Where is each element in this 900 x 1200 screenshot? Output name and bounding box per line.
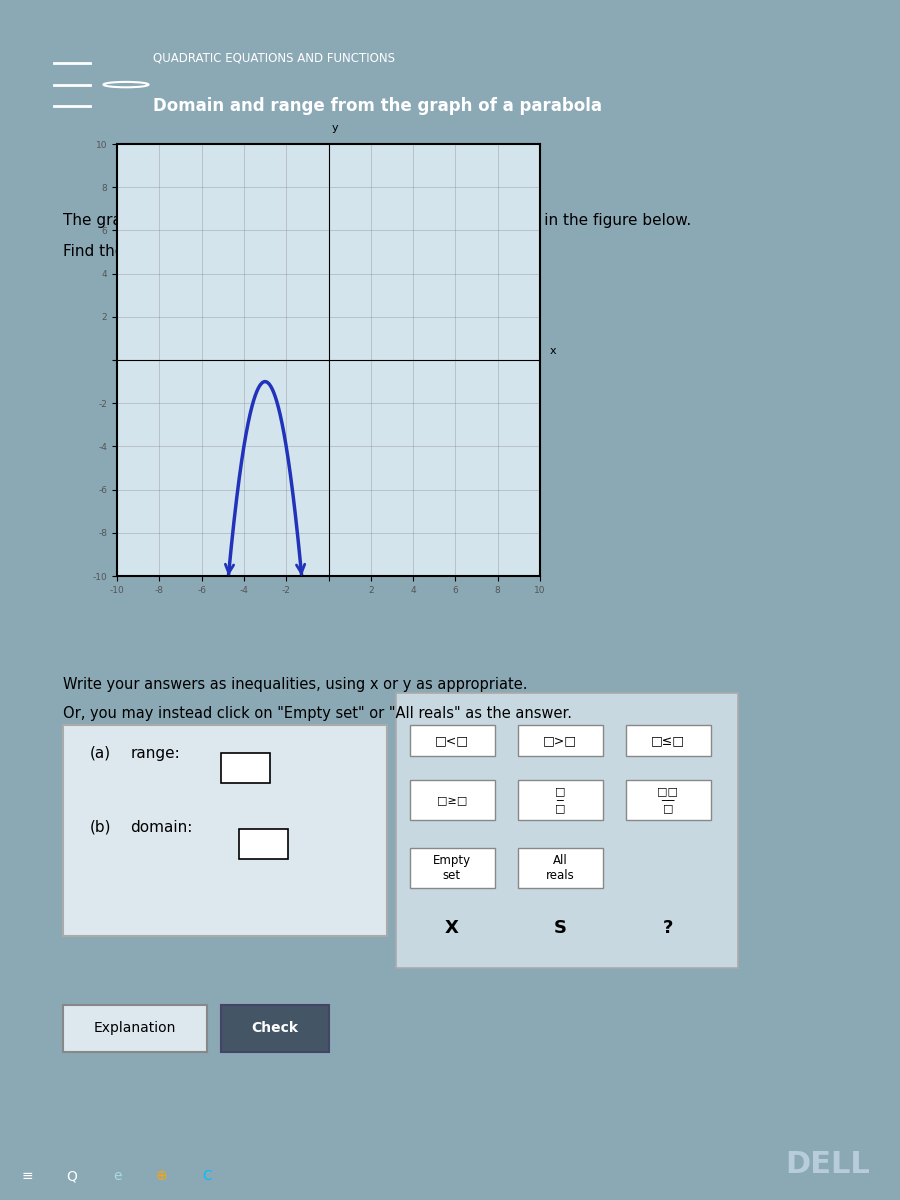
Text: C: C — [202, 1169, 211, 1183]
Text: □□
──
□: □□ ── □ — [657, 786, 679, 814]
Text: X: X — [445, 918, 459, 936]
Text: Q: Q — [67, 1169, 77, 1183]
Text: ?: ? — [662, 918, 673, 936]
Text: □≥□: □≥□ — [436, 794, 467, 805]
Text: ⊕: ⊕ — [157, 1169, 167, 1183]
Bar — [63, 725, 387, 936]
Text: □>□: □>□ — [543, 734, 577, 748]
Text: Write your answers as inequalities, using x or y as appropriate.: Write your answers as inequalities, usin… — [63, 677, 527, 692]
Text: DELL: DELL — [786, 1150, 870, 1178]
Bar — [410, 780, 495, 820]
Text: ≡: ≡ — [22, 1169, 32, 1183]
Text: Empty
set: Empty set — [433, 854, 471, 882]
Text: range:: range: — [130, 746, 180, 761]
Bar — [626, 780, 711, 820]
Text: □
─
□: □ ─ □ — [554, 786, 565, 814]
Bar — [410, 848, 495, 888]
Text: x: x — [549, 346, 556, 355]
Bar — [238, 829, 288, 859]
Text: (a): (a) — [90, 746, 111, 761]
Text: domain:: domain: — [130, 820, 193, 835]
Bar — [220, 754, 270, 782]
Bar — [518, 848, 603, 888]
Text: Domain and range from the graph of a parabola: Domain and range from the graph of a par… — [153, 97, 602, 115]
Bar — [63, 1004, 207, 1052]
Bar — [626, 725, 711, 756]
Text: Explanation: Explanation — [94, 1021, 176, 1034]
Text: All
reals: All reals — [545, 854, 574, 882]
Bar — [518, 780, 603, 820]
Text: Find the range and the domain.: Find the range and the domain. — [63, 245, 304, 259]
Text: S: S — [554, 918, 566, 936]
Bar — [410, 725, 495, 756]
Bar — [396, 694, 738, 967]
Text: e: e — [112, 1169, 122, 1183]
Bar — [518, 725, 603, 756]
Text: □<□: □<□ — [435, 734, 469, 748]
Text: QUADRATIC EQUATIONS AND FUNCTIONS: QUADRATIC EQUATIONS AND FUNCTIONS — [153, 52, 395, 64]
Text: y: y — [331, 124, 338, 133]
Bar — [220, 1004, 328, 1052]
Text: (b): (b) — [90, 820, 112, 835]
Text: Or, you may instead click on "Empty set" or "All reals" as the answer.: Or, you may instead click on "Empty set"… — [63, 706, 572, 721]
Text: v: v — [122, 181, 134, 200]
Text: □≤□: □≤□ — [651, 734, 685, 748]
Text: Check: Check — [251, 1021, 298, 1034]
Text: The graph of a quadratic function with vertex (-3, -1) is shown in the figure be: The graph of a quadratic function with v… — [63, 212, 691, 228]
